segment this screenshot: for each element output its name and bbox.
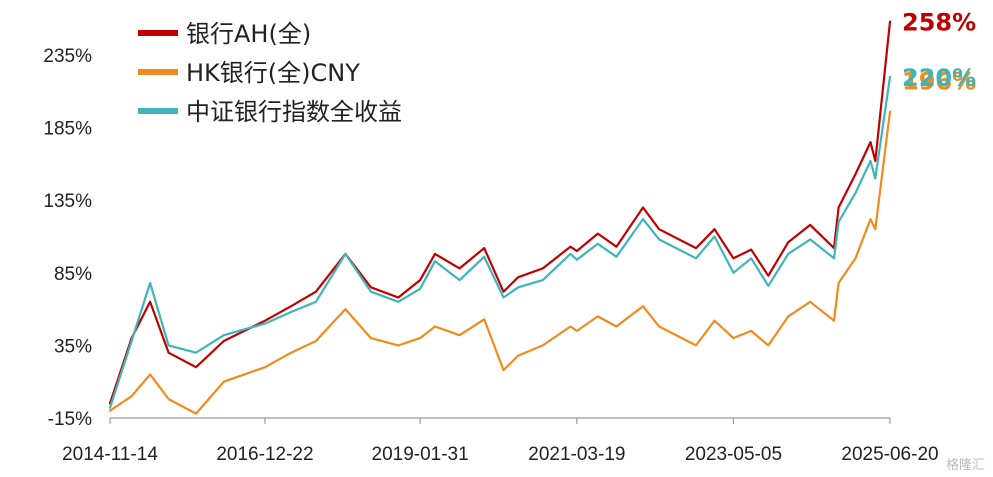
series-line-bank-ah xyxy=(108,20,892,405)
series-line-hk-bank-cny xyxy=(108,110,892,415)
y-tick-label: 35% xyxy=(54,336,92,357)
x-tick-label: 2023-05-05 xyxy=(685,444,782,465)
x-axis: 2014-11-14 2016-12-22 2019-01-31 2021-03-19… xyxy=(62,417,939,465)
end-value-label: 220% xyxy=(902,64,976,92)
series-line-csi-bank-tr xyxy=(108,75,892,409)
end-labels: 258% 196%220% xyxy=(902,9,976,96)
y-tick-label: 235% xyxy=(43,46,92,67)
end-value-label: 196% xyxy=(902,68,976,96)
x-tick-label: 2016-12-22 xyxy=(216,444,313,465)
legend-label: 银行AH(全) xyxy=(186,20,311,48)
end-value-label: 258% xyxy=(902,9,976,37)
legend-label: 中证银行指数全收益 xyxy=(186,98,402,126)
x-tick-label: 2025-06-20 xyxy=(841,444,938,465)
y-tick-label: -15% xyxy=(48,409,92,430)
x-tick-label: 2021-03-19 xyxy=(528,444,625,465)
x-tick-label: 2014-11-14 xyxy=(62,444,158,465)
watermark: 格隆汇 xyxy=(945,458,985,473)
series-layer xyxy=(108,20,892,415)
y-tick-label: 185% xyxy=(43,119,92,140)
y-tick-label: 85% xyxy=(54,264,92,285)
x-tick-label: 2019-01-31 xyxy=(372,444,469,465)
y-tick-label: 135% xyxy=(43,191,92,212)
y-axis: 235% 185% 135% 85% 35% -15% xyxy=(43,46,92,430)
legend: 银行AH(全) HK银行(全)CNY 中证银行指数全收益 xyxy=(138,20,402,126)
legend-label: HK银行(全)CNY xyxy=(186,59,360,87)
